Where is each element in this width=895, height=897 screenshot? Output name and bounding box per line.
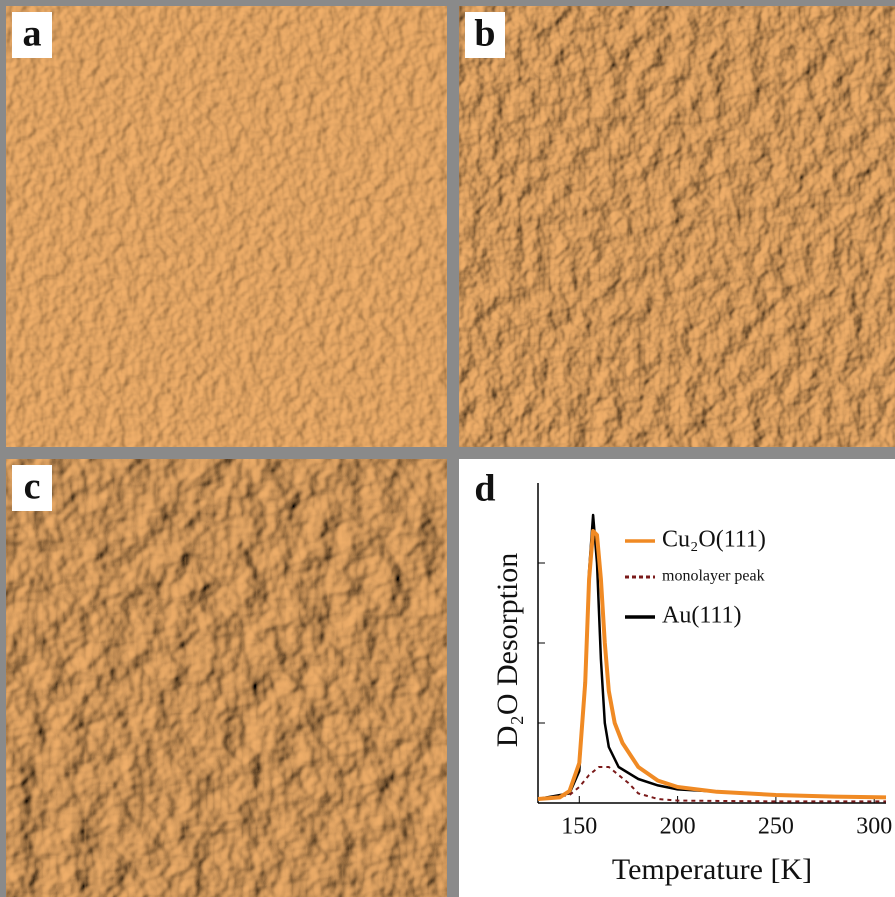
- x-tick-label: 150: [561, 814, 597, 840]
- legend-label: monolayer peak: [662, 568, 765, 585]
- stm-image: [459, 6, 895, 447]
- panel-label: d: [474, 468, 495, 510]
- panel-a: a: [12, 12, 52, 58]
- legend-label: Au(111): [662, 603, 742, 629]
- stm-image: [6, 6, 447, 447]
- panel-c: c: [12, 465, 52, 511]
- stm-image: [6, 459, 447, 897]
- panel-b: b: [465, 12, 505, 58]
- figure: a b c d Temperature [K] D₂O Desorption 1…: [0, 0, 895, 897]
- y-axis-label: D₂O Desorption: [491, 553, 524, 748]
- x-tick-label: 250: [758, 814, 794, 840]
- panel-label: b: [474, 13, 495, 55]
- panel-label: c: [24, 466, 41, 508]
- legend-label: Cu₂O(111): [662, 527, 766, 553]
- panel-label: a: [23, 13, 42, 55]
- x-tick-label: 300: [856, 814, 892, 840]
- x-axis-label: Temperature [K]: [612, 853, 812, 886]
- x-tick-label: 200: [660, 814, 696, 840]
